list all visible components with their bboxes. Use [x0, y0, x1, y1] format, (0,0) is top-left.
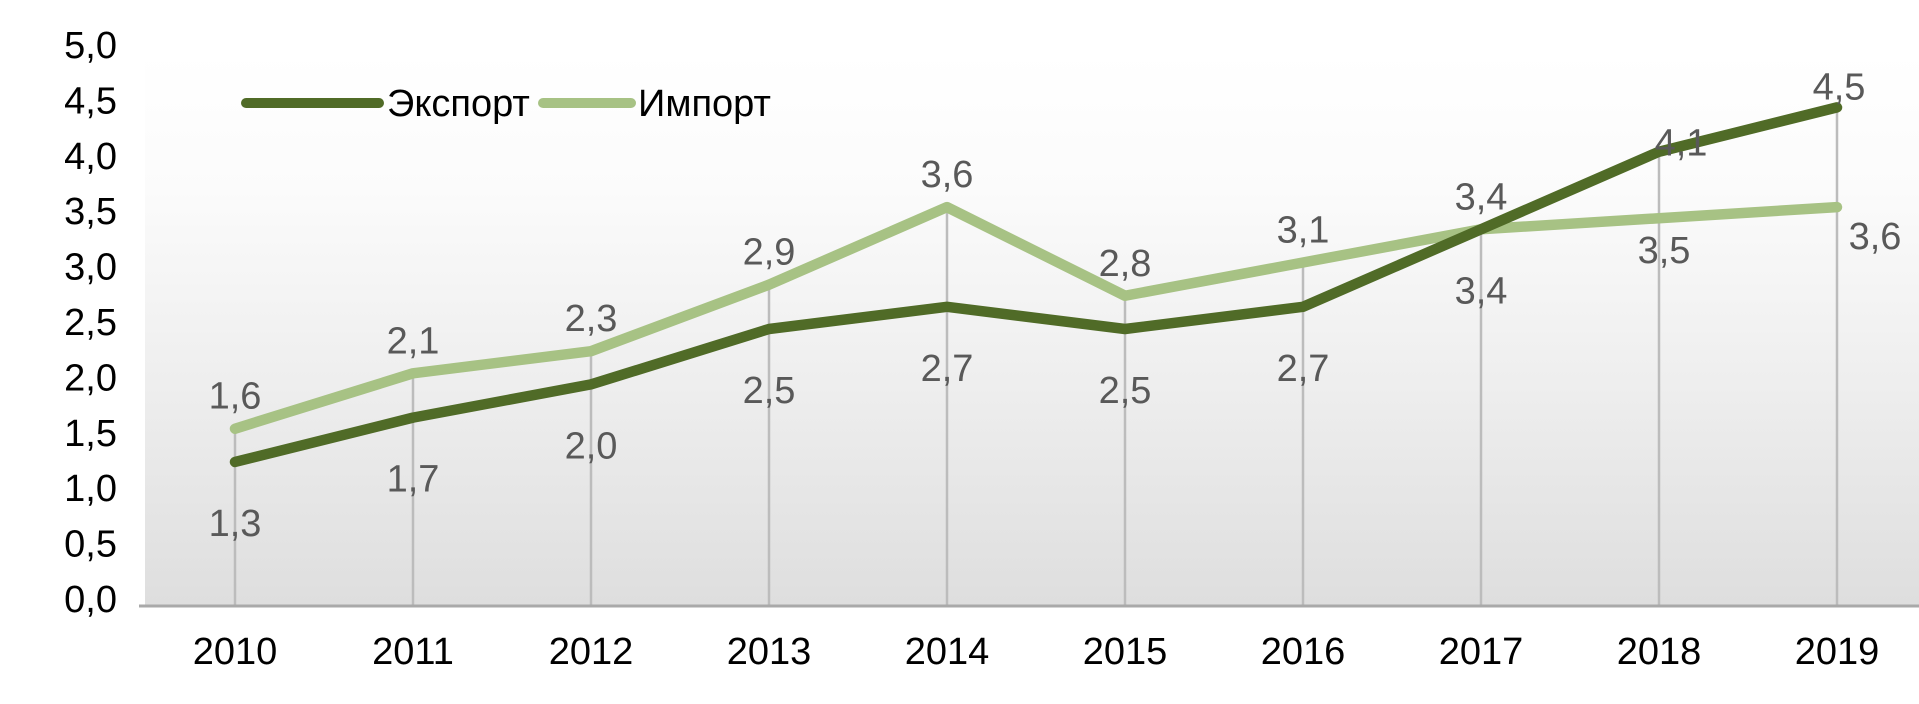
x-axis-label: 2013	[727, 631, 812, 673]
export-data-label: 2,0	[565, 425, 618, 467]
export-data-label: 2,5	[1099, 370, 1152, 412]
export-data-label: 1,3	[209, 503, 262, 545]
import-data-label: 2,3	[565, 298, 618, 340]
export-import-line-chart: 1,3 1,7 2,0 2,5 2,7 2,5 2,7 3,4 4,1 4,5 1,6 2,1 2,3 2…	[40, 16, 1919, 688]
export-data-label: 2,5	[743, 370, 796, 412]
y-tick-label: 0,5	[64, 524, 117, 566]
import-data-label: 3,5	[1638, 230, 1691, 272]
import-data-label: 2,8	[1099, 243, 1152, 285]
import-series-line	[229, 201, 1843, 434]
y-tick-label: 5,0	[64, 25, 117, 67]
export-data-label: 1,7	[387, 459, 440, 501]
x-axis-label: 2010	[193, 631, 278, 673]
y-tick-label: 3,0	[64, 247, 117, 289]
y-tick-label: 2,5	[64, 302, 117, 344]
y-tick-label: 4,0	[64, 136, 117, 178]
legend-label-export: Экспорт	[387, 83, 530, 125]
chart-svg: 1,3 1,7 2,0 2,5 2,7 2,5 2,7 3,4 4,1 4,5 1,6 2,1 2,3 2…	[64, 25, 1919, 673]
import-data-label: 2,1	[387, 320, 440, 362]
x-axis-label: 2017	[1439, 631, 1524, 673]
x-axis-label: 2019	[1795, 631, 1880, 673]
y-tick-label: 3,5	[64, 191, 117, 233]
export-data-label: 3,4	[1455, 270, 1508, 312]
x-axis-label: 2016	[1261, 631, 1346, 673]
legend-label-import: Импорт	[638, 83, 771, 125]
x-axis-label: 2012	[549, 631, 634, 673]
y-tick-label: 2,0	[64, 357, 117, 399]
import-data-label: 3,6	[921, 154, 974, 196]
x-axis-label: 2015	[1083, 631, 1168, 673]
x-axis-label: 2018	[1617, 631, 1702, 673]
import-data-label: 3,1	[1277, 210, 1330, 252]
y-tick-label: 1,5	[64, 413, 117, 455]
plot-area-background	[145, 52, 1919, 606]
import-data-label: 3,6	[1849, 216, 1902, 258]
import-data-label: 2,9	[743, 232, 796, 274]
export-data-label: 4,5	[1813, 66, 1866, 108]
export-series-line	[229, 102, 1843, 468]
y-tick-label: 1,0	[64, 468, 117, 510]
export-data-label: 2,7	[921, 348, 974, 390]
import-data-label: 1,6	[209, 376, 262, 418]
import-data-label: 3,4	[1455, 176, 1508, 218]
export-data-label: 4,1	[1655, 123, 1708, 165]
y-tick-label: 0,0	[64, 579, 117, 621]
x-axis-label: 2014	[905, 631, 990, 673]
y-tick-label: 4,5	[64, 80, 117, 122]
x-axis-label: 2011	[372, 631, 454, 673]
export-data-label: 2,7	[1277, 348, 1330, 390]
